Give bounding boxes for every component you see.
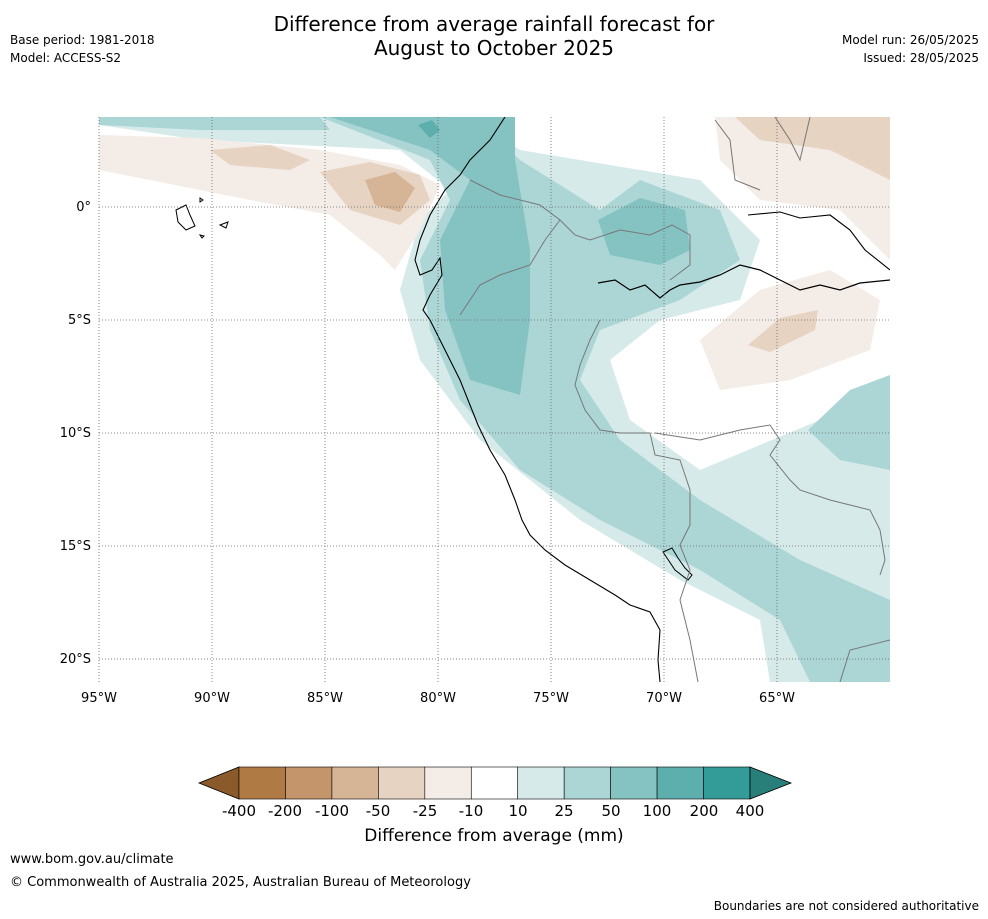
wet-region-dark-2: [598, 198, 690, 265]
lat-label-15s: 15°S: [60, 539, 91, 554]
colorbar-tick-label: -100: [315, 802, 349, 820]
footer-note: Boundaries are not considered authoritat…: [713, 899, 979, 913]
coastline: [414, 117, 661, 682]
footer-copyright: © Commonwealth of Australia 2025, Austra…: [10, 875, 471, 890]
galapagos-islands: [175, 197, 229, 239]
meta-right: Model run: 26/05/2025 Issued: 28/05/2025: [842, 31, 979, 67]
footer-url[interactable]: www.bom.gov.au/climate: [10, 852, 174, 867]
meta-left: Base period: 1981-2018 Model: ACCESS-S2: [10, 31, 155, 67]
colorbar-cell: [424, 766, 472, 800]
colorbar-cell: [238, 766, 286, 800]
colorbar-tick-label: 10: [508, 802, 527, 820]
lat-label-10s: 10°S: [60, 426, 91, 441]
dry-region-west-inner: [210, 145, 310, 170]
colorbar-tick-label: 100: [643, 802, 672, 820]
colorbar-cell: [610, 766, 658, 800]
lat-label-0: 0°: [76, 200, 91, 215]
colorbar-cell: [378, 766, 426, 800]
colorbar-cell: [517, 766, 565, 800]
wet-region-dark: [330, 117, 530, 395]
title-line-2: August to October 2025: [373, 36, 615, 60]
lon-label-70w: 70°W: [646, 691, 682, 706]
dry-region-northeast-inner: [735, 117, 890, 180]
wet-region-medium-north: [99, 117, 330, 130]
colorbar-cell: [563, 766, 611, 800]
lon-label-80w: 80°W: [420, 691, 456, 706]
map-area: 95°W 90°W 85°W 80°W 75°W 70°W 65°W 0° 5°…: [60, 117, 890, 706]
colorbar-tick-label: -50: [366, 802, 391, 820]
issued-date: Issued: 28/05/2025: [863, 51, 979, 65]
colorbar-extend-high: [749, 766, 793, 800]
colorbar-extend-low: [197, 766, 240, 800]
page-title: Difference from average rainfall forecas…: [0, 12, 988, 60]
lon-label-95w: 95°W: [81, 691, 117, 706]
colorbar: -400 -200 -100 -50 -25 -10 10 25 50 100 …: [197, 766, 793, 820]
base-period: Base period: 1981-2018: [10, 33, 155, 47]
colorbar-tick-label: -400: [222, 802, 256, 820]
rainfall-field: [99, 117, 890, 682]
lake-titicaca: [662, 547, 693, 581]
lat-label-20s: 20°S: [60, 652, 91, 667]
model-run: Model run: 26/05/2025: [841, 33, 979, 47]
north-coast: [747, 211, 890, 271]
colorbar-tick-label: 50: [601, 802, 620, 820]
lon-label-65w: 65°W: [759, 691, 795, 706]
country-boundaries: [459, 117, 890, 682]
lon-label-85w: 85°W: [307, 691, 343, 706]
colorbar-cell: [703, 766, 751, 800]
colorbar-cell: [656, 766, 704, 800]
lat-label-5s: 5°S: [68, 313, 91, 328]
colorbar-cell: [285, 766, 333, 800]
gridlines: [98, 117, 890, 682]
lon-label-90w: 90°W: [194, 691, 230, 706]
colorbar-tick-label: 25: [554, 802, 573, 820]
colorbar-cell: [470, 766, 519, 800]
colorbar-tick-label: 400: [736, 802, 765, 820]
dry-region-central-inner: [748, 310, 818, 352]
colorbar-tick-label: -200: [268, 802, 302, 820]
colorbar-tick-label: 200: [690, 802, 719, 820]
lon-label-75w: 75°W: [533, 691, 569, 706]
colorbar-cell: [331, 766, 379, 800]
wet-region-medium-east: [808, 375, 890, 470]
title-line-1: Difference from average rainfall forecas…: [273, 12, 715, 36]
amazon-river: [597, 264, 890, 299]
colorbar-tick-label: -25: [413, 802, 438, 820]
model-name: Model: ACCESS-S2: [10, 51, 122, 65]
colorbar-tick-label: -10: [459, 802, 484, 820]
wet-region-darkest: [418, 120, 440, 138]
dry-region-west-core: [365, 172, 415, 212]
colorbar-label: Difference from average (mm): [364, 826, 624, 846]
